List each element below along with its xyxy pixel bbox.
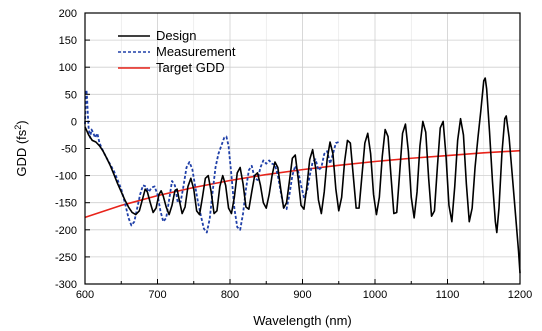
x-tick-label-700: 700 — [148, 289, 166, 301]
y-tick-labels: 200 150 100 50 0 -50 -100 -150 -200 -250 -300 — [55, 8, 77, 291]
y-tick-label-100: 100 — [59, 62, 77, 74]
y-axis-label: GDD (fs2) — [13, 120, 29, 176]
y-tick-label--100: -100 — [55, 171, 77, 183]
x-tick-label-800: 800 — [221, 289, 239, 301]
legend-label-design: Design — [156, 28, 196, 43]
series-design-line — [84, 77, 521, 274]
legend-label-measurement: Measurement — [156, 44, 236, 59]
y-tick-label--50: -50 — [61, 144, 77, 156]
x-tick-label-1000: 1000 — [363, 289, 387, 301]
x-tick-label-1200: 1200 — [508, 289, 532, 301]
y-tick-label-200: 200 — [59, 8, 77, 20]
x-tick-label-1100: 1100 — [436, 289, 460, 301]
series-layer — [84, 77, 521, 274]
y-tick-label--300: -300 — [55, 279, 77, 291]
y-tick-label--150: -150 — [55, 198, 77, 210]
axis-ticks — [84, 12, 521, 285]
legend-label-target-gdd: Target GDD — [156, 60, 225, 75]
x-tick-label-900: 900 — [293, 289, 311, 301]
legend: Design Measurement Target GDD — [118, 28, 236, 75]
x-tick-label-600: 600 — [76, 289, 94, 301]
y-tick-label-0: 0 — [71, 116, 77, 128]
y-axis-label-main: GDD (fs — [14, 129, 29, 176]
y-tick-label--200: -200 — [55, 225, 77, 237]
x-axis-label: Wavelength (nm) — [253, 313, 352, 328]
y-axis-label-sup: 2 — [13, 125, 23, 130]
y-tick-label-150: 150 — [59, 35, 77, 47]
series-measurement-line — [84, 89, 340, 234]
y-axis-label-close: ) — [14, 120, 29, 124]
x-tick-labels: 600 700 800 900 1000 1100 1200 — [76, 289, 532, 301]
y-tick-label--250: -250 — [55, 252, 77, 264]
y-tick-label-50: 50 — [65, 89, 77, 101]
